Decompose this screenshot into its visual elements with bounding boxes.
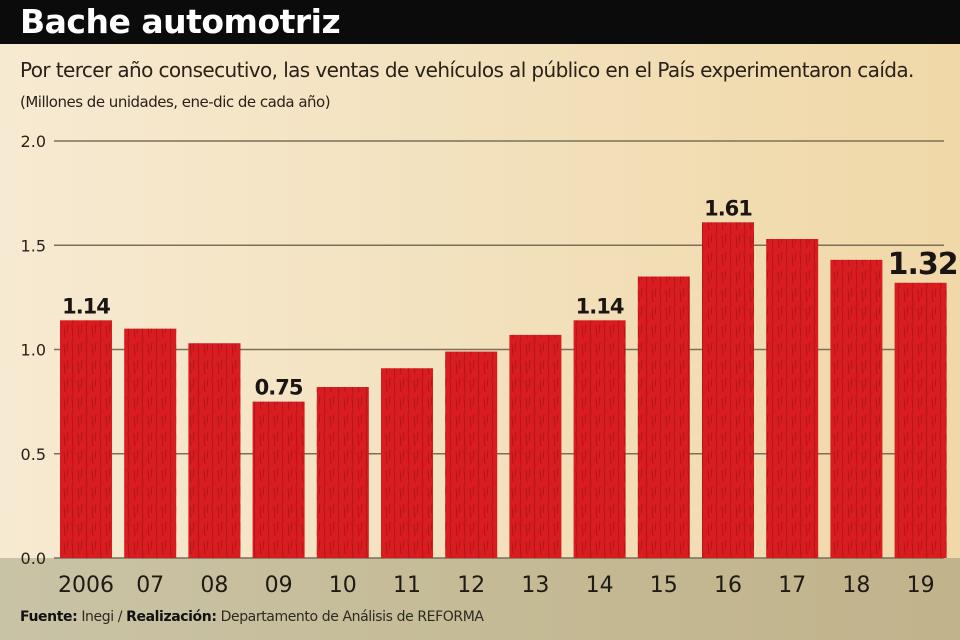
x-tick-label: 17	[778, 573, 806, 598]
data-label: 1.32	[888, 247, 958, 282]
credit-value: Departamento de Análisis de REFORMA	[216, 609, 484, 625]
chart-title: Bache automotriz	[20, 2, 341, 41]
bar-texture	[766, 238, 819, 558]
chart-subtitle: Por tercer año consecutivo, las ventas d…	[20, 58, 914, 82]
bar-texture	[445, 351, 498, 558]
y-tick-label: 0.0	[21, 549, 46, 568]
data-label: 1.14	[576, 294, 624, 318]
x-tick-label: 15	[650, 573, 678, 598]
units-note: (Millones de unidades, ene-dic de cada a…	[20, 93, 331, 111]
x-tick-label: 09	[265, 573, 293, 598]
bar-texture	[252, 401, 305, 558]
x-tick-label: 19	[907, 573, 935, 598]
data-label: 1.14	[62, 294, 110, 318]
bar-texture	[894, 282, 947, 558]
data-labels: 1.14 0.75 1.14 1.61 1.32	[62, 196, 959, 400]
y-tick-label: 1.0	[21, 341, 46, 360]
bar-texture	[188, 343, 241, 558]
bar-texture	[830, 259, 883, 558]
x-tick-label: 2006	[58, 573, 114, 598]
x-tick-label: 10	[329, 573, 357, 598]
bar-texture	[573, 320, 626, 558]
y-tick-label: 0.5	[21, 445, 46, 464]
x-tick-label: 12	[457, 573, 485, 598]
source-credit: Fuente: Inegi / Realización: Departament…	[20, 609, 484, 625]
x-tick-label: 11	[393, 573, 421, 598]
data-label: 1.61	[704, 196, 752, 220]
source-label: Fuente:	[20, 609, 78, 625]
bar-texture	[60, 320, 112, 558]
x-tick-label: 18	[842, 573, 870, 598]
source-value: Inegi /	[77, 609, 127, 625]
credit-label: Realización:	[126, 609, 217, 625]
x-tick-label: 16	[714, 573, 742, 598]
data-label: 0.75	[255, 376, 303, 400]
bar-texture	[637, 276, 690, 558]
bar-texture	[509, 334, 562, 558]
header-band: Bache automotriz	[0, 0, 960, 44]
y-tick-label: 2.0	[21, 132, 46, 151]
bar-texture	[316, 387, 369, 558]
y-tick-label: 1.5	[21, 236, 46, 255]
bar-texture	[124, 328, 177, 558]
x-axis-ticks: 2006 07 08 09 10 11 12 13 14 15 16 17 18 19	[58, 573, 935, 598]
bar-texture	[381, 368, 433, 558]
bars	[60, 222, 947, 558]
y-axis-ticks: 0.0 0.5 1.0 1.5 2.0	[21, 132, 46, 568]
bar-texture	[702, 222, 754, 558]
x-tick-label: 08	[200, 573, 228, 598]
x-tick-label: 13	[521, 573, 549, 598]
x-tick-label: 14	[586, 573, 614, 598]
x-tick-label: 07	[136, 573, 164, 598]
footer-band	[0, 558, 960, 640]
